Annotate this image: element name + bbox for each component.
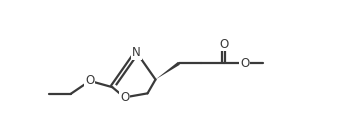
Text: O: O	[219, 38, 228, 51]
Text: O: O	[240, 57, 249, 70]
Polygon shape	[155, 62, 180, 80]
Text: N: N	[132, 46, 141, 59]
Text: O: O	[85, 74, 94, 87]
Text: O: O	[120, 91, 129, 104]
